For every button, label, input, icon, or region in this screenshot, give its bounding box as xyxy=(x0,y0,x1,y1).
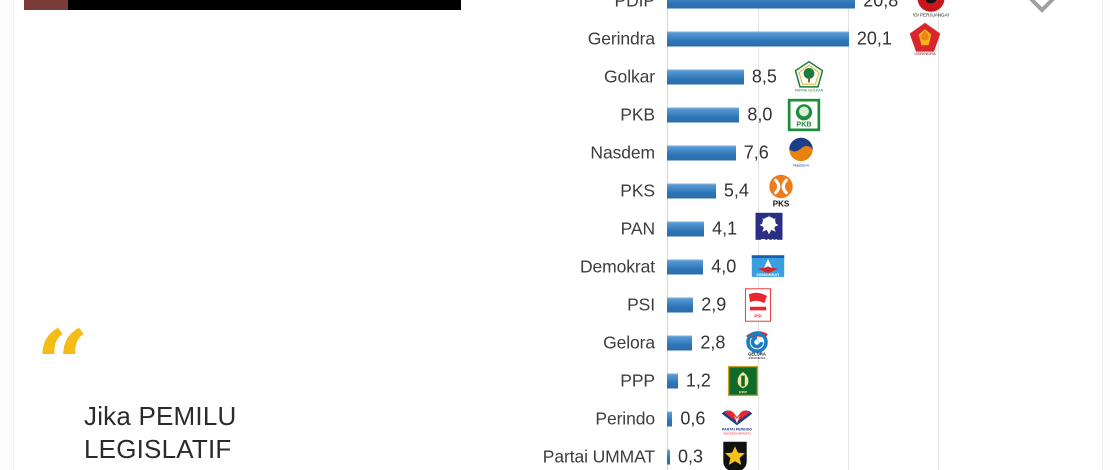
svg-text:INDONESIA BERSATU: INDONESIA BERSATU xyxy=(723,431,751,435)
category-label: PKS xyxy=(620,180,655,201)
bar xyxy=(667,373,678,389)
chart-row: Gerindra 20,1 GERINDRA xyxy=(520,20,990,58)
demokrat-logo: DEMOKRAT xyxy=(750,249,786,285)
svg-text:PSI: PSI xyxy=(755,314,762,319)
quote-mark-icon: “ xyxy=(36,310,89,418)
category-label: Gelora xyxy=(603,332,655,353)
chart-row: Partai UMMAT 0,3 xyxy=(520,438,990,470)
bar-value-label: 0,6 xyxy=(680,408,706,429)
category-label: Demokrat xyxy=(579,256,655,277)
page-left-margin xyxy=(0,0,14,470)
perindo-logo: PARTAI PERINDO INDONESIA BERSATU xyxy=(719,401,755,437)
ppp-logo: PPP xyxy=(725,363,761,399)
bar xyxy=(667,145,736,161)
chart-row: Demokrat 4,0 DEMOKRAT xyxy=(520,248,990,286)
pkb-logo: PKB xyxy=(786,97,822,133)
chart-row: PPP 1,2 PPP xyxy=(520,362,990,400)
svg-text:PDI PERJUANGAN: PDI PERJUANGAN xyxy=(913,12,949,17)
bar xyxy=(667,449,670,465)
svg-text:PAN: PAN xyxy=(761,238,778,247)
top-banner xyxy=(24,0,461,10)
category-label: PAN xyxy=(620,218,655,239)
quote-text: Jika PEMILU LEGISLATIF xyxy=(84,400,504,466)
bar-value-label: 2,9 xyxy=(701,294,727,315)
category-label: Golkar xyxy=(604,66,655,87)
gelora-logo: GELORA INDONESIA xyxy=(739,325,775,361)
chart-row: Golkar 8,5 PARTAI GOLKAR xyxy=(520,58,990,96)
top-banner-accent xyxy=(24,0,68,10)
bar-value-label: 20,1 xyxy=(856,28,892,49)
chart-row: Gelora 2,8 GELORA INDONESIA xyxy=(520,324,990,362)
gridline-30 xyxy=(938,0,939,470)
chart-row: Perindo 0,6 PARTAI PERINDO INDONESIA BERSAT… xyxy=(520,400,990,438)
category-label: PKB xyxy=(620,104,655,125)
category-label: Nasdem xyxy=(590,142,655,163)
bar xyxy=(667,297,694,313)
svg-text:DEMOKRAT: DEMOKRAT xyxy=(757,272,781,277)
category-label: Partai UMMAT xyxy=(542,446,655,467)
bar xyxy=(667,107,740,123)
chart-row: PAN 4,1 PAN xyxy=(520,210,990,248)
svg-text:PARTAI PERINDO: PARTAI PERINDO xyxy=(722,428,752,432)
quote-line-1: Jika PEMILU xyxy=(84,401,237,431)
quote-line-2: LEGISLATIF xyxy=(84,434,232,465)
psi-logo: PSI xyxy=(740,287,776,323)
bar-value-label: 8,0 xyxy=(747,104,773,125)
bar-value-label: 4,1 xyxy=(712,218,738,239)
category-label: PDIP xyxy=(614,0,656,11)
gerindra-logo: GERINDRA xyxy=(907,21,943,57)
svg-text:PKS: PKS xyxy=(773,199,790,208)
ummat-logo xyxy=(717,439,753,470)
svg-text:GELORA: GELORA xyxy=(749,352,767,357)
chart-row: PSI 2,9 PSI xyxy=(520,286,990,324)
category-label: Gerindra xyxy=(587,28,655,49)
bar xyxy=(667,31,849,47)
bar-value-label: 1,2 xyxy=(685,370,711,391)
golkar-logo: PARTAI GOLKAR xyxy=(791,59,827,95)
pdip-logo: PDI PERJUANGAN xyxy=(913,0,949,19)
bar xyxy=(667,259,704,275)
bar xyxy=(667,335,693,351)
chart-row: PKS 5,4 PKS xyxy=(520,172,990,210)
svg-text:PARTAI GOLKAR: PARTAI GOLKAR xyxy=(795,88,824,92)
pan-logo: PAN xyxy=(751,211,787,247)
chart-row: PDIP 20,8 PDI PERJUANGAN xyxy=(520,0,990,20)
page-right-margin xyxy=(1102,0,1110,470)
bar-value-label: 5,4 xyxy=(723,180,749,201)
category-label: PSI xyxy=(627,294,655,315)
svg-text:PKB: PKB xyxy=(797,120,812,129)
gridline-20 xyxy=(848,0,849,470)
bar-value-label: 4,0 xyxy=(711,256,737,277)
svg-text:GERINDRA: GERINDRA xyxy=(914,51,936,56)
category-label: Perindo xyxy=(595,408,655,429)
category-label: PPP xyxy=(620,370,655,391)
bar xyxy=(667,411,673,427)
bar xyxy=(667,221,705,237)
bar xyxy=(667,183,716,199)
bar xyxy=(667,0,856,9)
svg-text:NasDem: NasDem xyxy=(793,163,809,168)
bar-chart: PDIP 20,8 PDI PERJUANGAN Gerindra 20,1 GERIND… xyxy=(520,0,990,470)
bar xyxy=(667,69,744,85)
svg-text:PPP: PPP xyxy=(739,390,747,395)
bar-value-label: 2,8 xyxy=(700,332,726,353)
chevron-down-icon xyxy=(1018,0,1066,16)
pks-logo: PKS xyxy=(763,173,799,209)
bar-value-label: 20,8 xyxy=(863,0,899,11)
chart-row: PKB 8,0 PKB xyxy=(520,96,990,134)
bar-value-label: 0,3 xyxy=(678,446,704,467)
bar-value-label: 7,6 xyxy=(743,142,769,163)
chart-row: Nasdem 7,6 NasDem xyxy=(520,134,990,172)
svg-text:INDONESIA: INDONESIA xyxy=(749,356,767,360)
bar-value-label: 8,5 xyxy=(751,66,777,87)
nasdem-logo: NasDem xyxy=(783,135,819,171)
